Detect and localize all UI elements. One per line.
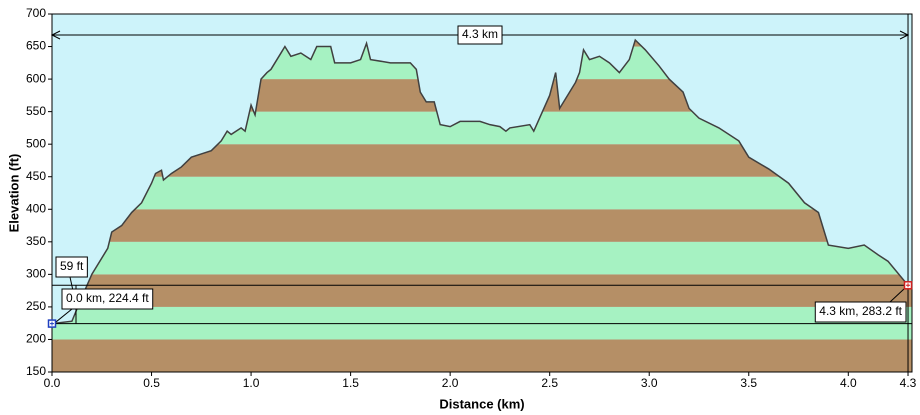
elevation-band — [52, 274, 912, 307]
y-tick-label: 300 — [26, 267, 46, 281]
marker-label-box — [814, 301, 907, 323]
marker-label: 0.0 km, 224.4 ft — [66, 291, 149, 305]
plot-frame — [51, 13, 913, 373]
elevation-band — [52, 241, 912, 275]
y-tick-label: 650 — [26, 39, 46, 53]
y-tick-label: 150 — [26, 364, 46, 378]
x-tick-label: 2.0 — [442, 376, 459, 390]
x-tick-label: 3.5 — [740, 376, 757, 390]
x-tick-label: 4.3 — [900, 376, 917, 390]
y-tick-label: 550 — [26, 104, 46, 118]
leader-line — [53, 308, 73, 324]
y-tick-label: 200 — [26, 332, 46, 346]
y-axis-title: Elevation (ft) — [6, 154, 21, 233]
x-axis-title: Distance (km) — [439, 396, 524, 411]
y-tick-label: 400 — [26, 201, 46, 215]
elevation-band — [52, 176, 912, 210]
y-tick-label: 700 — [26, 6, 46, 20]
distance-label-group: 4.3 km — [457, 25, 503, 45]
distance-label-box — [457, 25, 503, 45]
marker-label-group: 0.0 km, 224.4 ft — [61, 288, 154, 310]
y-tick-label: 250 — [26, 299, 46, 313]
y-tick-label: 450 — [26, 169, 46, 183]
marker-cross — [50, 321, 54, 326]
marker-label-group: 4.3 km, 283.2 ft — [814, 301, 907, 323]
difference-label-group: 59 ft — [55, 256, 88, 278]
elevation-band — [52, 209, 912, 242]
elevation-profile — [52, 38, 912, 325]
difference-label-box — [55, 256, 88, 278]
x-tick-label: 0.0 — [44, 376, 61, 390]
marker-label: 4.3 km, 283.2 ft — [819, 304, 902, 318]
elevation-band — [52, 339, 912, 372]
marker-cross — [906, 283, 911, 288]
y-tick-label: 600 — [26, 71, 46, 85]
x-tick-label: 3.0 — [641, 376, 658, 390]
distance-label: 4.3 km — [462, 27, 498, 41]
marker-label-box — [61, 288, 154, 310]
x-tick-label: 4.0 — [840, 376, 857, 390]
difference-label: 59 ft — [60, 259, 84, 273]
x-tick-label: 2.5 — [541, 376, 558, 390]
y-tick-label: 350 — [26, 234, 46, 248]
y-tick-label: 500 — [26, 136, 46, 150]
x-tick-label: 1.0 — [243, 376, 260, 390]
x-tick-label: 0.5 — [143, 376, 160, 390]
x-tick-label: 1.5 — [342, 376, 359, 390]
